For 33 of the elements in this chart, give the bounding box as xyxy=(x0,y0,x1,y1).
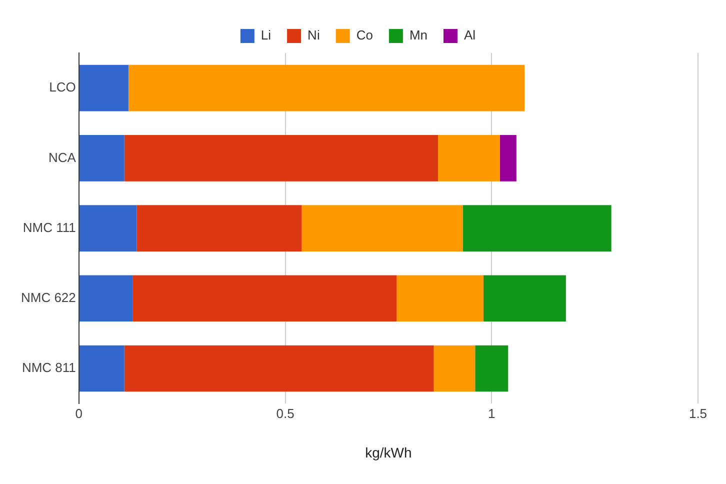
bar xyxy=(79,135,124,182)
y-tick-label: NCA xyxy=(48,150,76,165)
bar xyxy=(462,205,612,252)
bar xyxy=(434,345,476,392)
x-axis-title: kg/kWh xyxy=(365,444,412,460)
bar xyxy=(132,275,397,322)
y-tick-label: LCO xyxy=(49,80,76,95)
bar xyxy=(302,205,463,252)
bar xyxy=(124,135,438,182)
bar xyxy=(79,275,133,322)
bar xyxy=(483,275,566,322)
x-tick-label: 1 xyxy=(488,406,496,421)
bar xyxy=(124,345,434,392)
bar xyxy=(128,64,525,112)
x-tick-label: 1.5 xyxy=(688,406,708,421)
bar xyxy=(79,64,128,112)
bar xyxy=(136,205,302,252)
bar xyxy=(500,135,516,182)
legend-label: Mn xyxy=(409,28,428,43)
bar xyxy=(438,135,500,182)
bar xyxy=(396,275,484,322)
bar xyxy=(475,345,508,392)
bar xyxy=(79,205,137,252)
y-tick-label: NMC 811 xyxy=(22,360,76,376)
bar xyxy=(79,345,124,392)
legend-label: Ni xyxy=(308,28,320,43)
x-tick-label: 0.5 xyxy=(276,406,294,421)
y-tick-label: NMC 111 xyxy=(22,220,76,235)
y-tick-label: NMC 622 xyxy=(20,290,76,305)
legend-label: Al xyxy=(464,28,476,43)
legend-label: Co xyxy=(356,28,373,43)
legend-label: Li xyxy=(260,28,272,43)
x-tick-label: 0 xyxy=(75,406,83,421)
